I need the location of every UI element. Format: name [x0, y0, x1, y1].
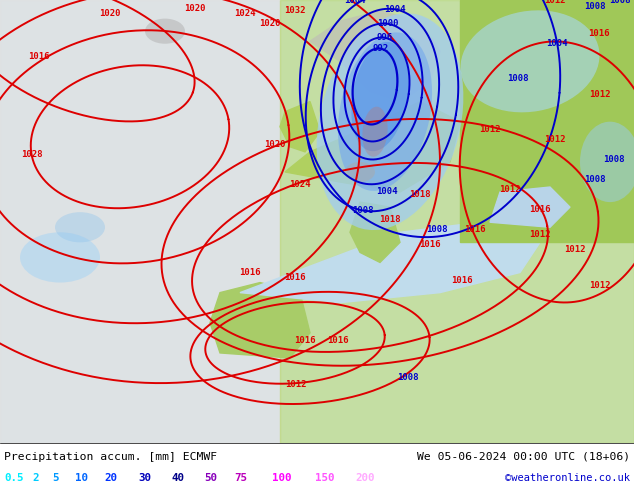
- Polygon shape: [280, 0, 634, 443]
- Text: 1016: 1016: [284, 272, 306, 282]
- Text: 1018: 1018: [379, 215, 401, 224]
- Text: 1020: 1020: [264, 140, 286, 149]
- Text: 1016: 1016: [28, 52, 49, 61]
- Polygon shape: [490, 187, 570, 227]
- Text: 150: 150: [315, 473, 335, 483]
- Polygon shape: [460, 0, 634, 243]
- Ellipse shape: [580, 122, 634, 202]
- Text: 1008: 1008: [398, 373, 418, 382]
- Ellipse shape: [20, 232, 100, 283]
- Text: 1012: 1012: [529, 230, 551, 239]
- Text: 1032: 1032: [284, 6, 306, 15]
- Text: 1016: 1016: [327, 336, 349, 345]
- Text: 1016: 1016: [464, 225, 486, 234]
- Text: 1012: 1012: [589, 281, 611, 290]
- Text: 1024: 1024: [289, 180, 311, 189]
- Text: 1020: 1020: [259, 19, 281, 28]
- Text: 1016: 1016: [294, 336, 316, 345]
- Text: 1028: 1028: [21, 150, 42, 159]
- Text: 1004: 1004: [376, 187, 398, 196]
- Text: 1012: 1012: [479, 125, 501, 134]
- Text: 1004: 1004: [385, 5, 406, 14]
- Text: 1004: 1004: [547, 39, 568, 48]
- Text: 1016: 1016: [529, 205, 551, 214]
- Text: 1008: 1008: [609, 0, 631, 5]
- Text: 1008: 1008: [352, 206, 373, 215]
- Text: 1008: 1008: [585, 175, 605, 184]
- Text: 20: 20: [104, 473, 117, 483]
- Ellipse shape: [460, 10, 600, 112]
- Text: 1012: 1012: [544, 0, 566, 5]
- Text: 50: 50: [204, 473, 217, 483]
- Text: 1012: 1012: [589, 90, 611, 98]
- Text: ©weatheronline.co.uk: ©weatheronline.co.uk: [505, 473, 630, 483]
- Text: 1018: 1018: [410, 190, 430, 199]
- Text: 1004: 1004: [344, 0, 366, 5]
- Ellipse shape: [351, 42, 409, 151]
- Text: 1008: 1008: [585, 2, 605, 11]
- Ellipse shape: [338, 32, 432, 191]
- Polygon shape: [240, 222, 540, 303]
- Text: 2: 2: [32, 473, 39, 483]
- Text: 75: 75: [234, 473, 247, 483]
- Polygon shape: [285, 101, 460, 192]
- Text: 1012: 1012: [544, 135, 566, 144]
- Text: 1024: 1024: [234, 9, 256, 18]
- Text: 1000: 1000: [377, 19, 398, 28]
- Text: 0.5: 0.5: [4, 473, 23, 483]
- Text: 200: 200: [355, 473, 375, 483]
- Text: Precipitation accum. [mm] ECMWF: Precipitation accum. [mm] ECMWF: [4, 452, 217, 462]
- Ellipse shape: [363, 107, 387, 157]
- Text: 10: 10: [75, 473, 88, 483]
- Text: 100: 100: [272, 473, 292, 483]
- Polygon shape: [210, 283, 310, 358]
- Ellipse shape: [345, 162, 375, 182]
- Text: 1008: 1008: [507, 74, 529, 83]
- Text: 40: 40: [172, 473, 185, 483]
- Text: 1016: 1016: [239, 268, 261, 276]
- Text: 996: 996: [376, 33, 392, 42]
- Text: 1016: 1016: [451, 275, 473, 285]
- Ellipse shape: [145, 19, 185, 44]
- Text: 30: 30: [138, 473, 151, 483]
- Text: 1012: 1012: [285, 380, 307, 389]
- Text: 1020: 1020: [100, 9, 120, 18]
- Polygon shape: [280, 101, 320, 152]
- Text: 1008: 1008: [603, 155, 624, 164]
- Polygon shape: [350, 202, 400, 263]
- Polygon shape: [0, 0, 280, 443]
- Ellipse shape: [316, 13, 463, 230]
- Text: 1016: 1016: [588, 29, 610, 38]
- Text: We 05-06-2024 00:00 UTC (18+06): We 05-06-2024 00:00 UTC (18+06): [417, 452, 630, 462]
- Text: 1012: 1012: [499, 185, 521, 194]
- Text: 1012: 1012: [564, 245, 586, 254]
- Text: 5: 5: [52, 473, 58, 483]
- Text: 1020: 1020: [184, 4, 206, 13]
- Polygon shape: [310, 11, 440, 101]
- Text: 1008: 1008: [426, 225, 448, 234]
- Text: 1016: 1016: [419, 241, 441, 249]
- Text: 992: 992: [372, 44, 389, 53]
- Ellipse shape: [55, 212, 105, 243]
